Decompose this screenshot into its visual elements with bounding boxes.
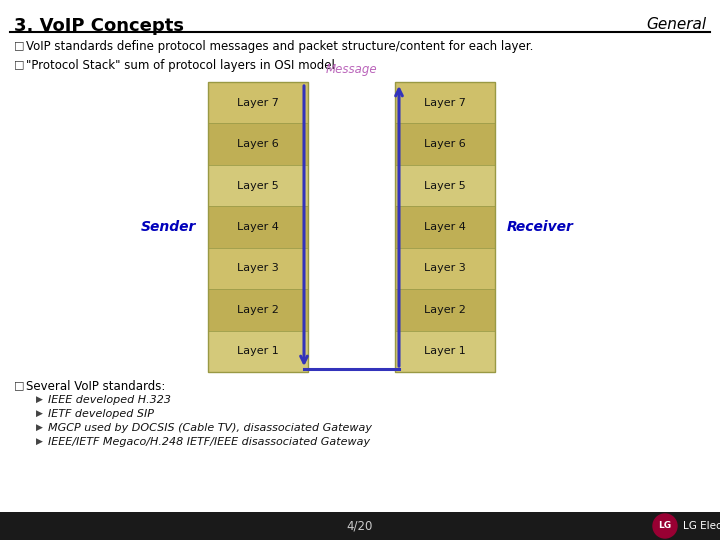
Text: Layer 7: Layer 7: [237, 98, 279, 107]
Bar: [395, 82, 495, 372]
Bar: [395, 289, 495, 330]
Text: LG: LG: [658, 522, 672, 530]
Text: LG Electronics: LG Electronics: [683, 521, 720, 531]
Text: VoIP standards define protocol messages and packet structure/content for each la: VoIP standards define protocol messages …: [26, 40, 534, 53]
Bar: [395, 248, 495, 289]
Bar: [208, 165, 308, 206]
Bar: [208, 82, 308, 372]
Bar: [395, 82, 495, 124]
Circle shape: [653, 514, 677, 538]
Bar: [395, 330, 495, 372]
Text: Layer 6: Layer 6: [424, 139, 466, 149]
Bar: [395, 165, 495, 206]
Bar: [208, 206, 308, 248]
Text: IEEE/IETF Megaco/H.248 IETF/IEEE disassociated Gateway: IEEE/IETF Megaco/H.248 IETF/IEEE disasso…: [48, 437, 370, 447]
Bar: [208, 82, 308, 124]
Bar: [208, 289, 308, 330]
Text: IETF developed SIP: IETF developed SIP: [48, 409, 154, 419]
Text: 3. VoIP Concepts: 3. VoIP Concepts: [14, 17, 184, 35]
Text: ▶: ▶: [36, 409, 43, 418]
Text: ▶: ▶: [36, 395, 43, 404]
Bar: [208, 248, 308, 289]
Text: Layer 2: Layer 2: [424, 305, 466, 315]
Text: □: □: [14, 59, 24, 69]
Text: Layer 7: Layer 7: [424, 98, 466, 107]
Text: □: □: [14, 40, 24, 50]
Text: "Protocol Stack" sum of protocol layers in OSI model: "Protocol Stack" sum of protocol layers …: [26, 59, 335, 72]
Text: Message: Message: [325, 63, 377, 76]
Bar: [395, 206, 495, 248]
Text: Layer 4: Layer 4: [237, 222, 279, 232]
Text: Layer 2: Layer 2: [237, 305, 279, 315]
Text: Layer 3: Layer 3: [237, 264, 279, 273]
Text: IEEE developed H.323: IEEE developed H.323: [48, 395, 171, 405]
Text: □: □: [14, 380, 24, 390]
Text: Layer 5: Layer 5: [424, 180, 466, 191]
Text: Layer 1: Layer 1: [237, 346, 279, 356]
Text: Several VoIP standards:: Several VoIP standards:: [26, 380, 166, 393]
Text: 4/20: 4/20: [347, 519, 373, 532]
Text: Layer 6: Layer 6: [237, 139, 279, 149]
Text: MGCP used by DOCSIS (Cable TV), disassociated Gateway: MGCP used by DOCSIS (Cable TV), disassoc…: [48, 423, 372, 433]
Bar: [208, 330, 308, 372]
Bar: [395, 124, 495, 165]
Text: Layer 3: Layer 3: [424, 264, 466, 273]
Text: Sender: Sender: [140, 220, 196, 234]
Text: Layer 1: Layer 1: [424, 346, 466, 356]
Bar: [0, 512, 720, 540]
Text: ▶: ▶: [36, 423, 43, 432]
Text: Receiver: Receiver: [507, 220, 574, 234]
Text: ▶: ▶: [36, 437, 43, 446]
Bar: [208, 124, 308, 165]
Text: General: General: [646, 17, 706, 32]
Text: Layer 4: Layer 4: [424, 222, 466, 232]
Text: Layer 5: Layer 5: [237, 180, 279, 191]
